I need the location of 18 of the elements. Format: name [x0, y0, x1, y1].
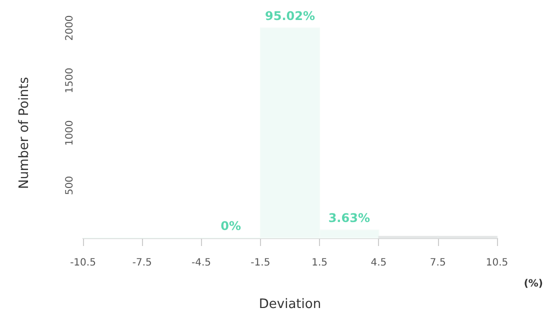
annotation: 0% [220, 219, 242, 233]
x-tick-label: 1.5 [312, 258, 328, 268]
text: (%) [524, 278, 544, 290]
y-tick-label: 500 [64, 176, 76, 196]
x-axis-title: Deviation [258, 297, 322, 312]
x-tick-label: 4.5 [370, 258, 387, 268]
y-axis-title: Number of Points [17, 76, 32, 190]
x-tick-label: -10.5 [70, 258, 96, 268]
x-tick-label: -4.5 [192, 258, 212, 268]
y-tick-label: 2000 [64, 15, 76, 41]
annotation: 3.63% [328, 211, 370, 226]
annotation: 95.02% [265, 9, 315, 23]
x-tick-label: 7.5 [430, 258, 446, 268]
x-tick-label: 10.5 [486, 258, 508, 268]
y-tick-label: 1000 [64, 120, 76, 146]
x-tick-label: -1.5 [250, 258, 270, 268]
x-tick-label: -7.5 [132, 258, 152, 268]
y-tick-label: 1500 [64, 68, 76, 94]
